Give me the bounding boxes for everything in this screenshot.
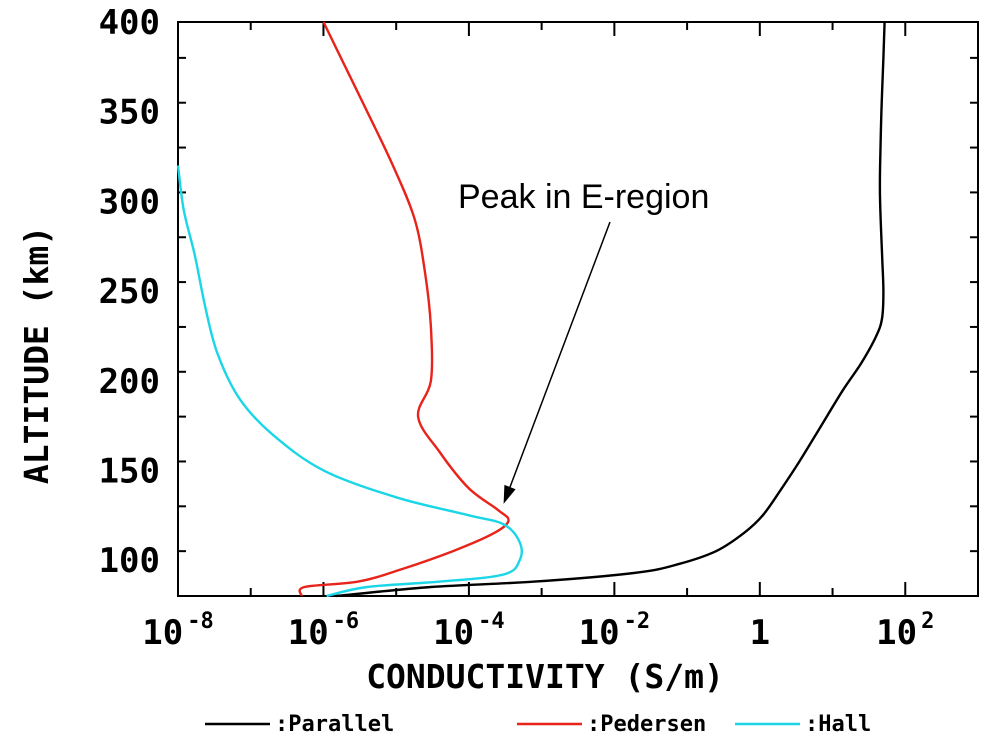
annotation-arrow-head [503, 484, 516, 504]
annotation-arrow-line [509, 221, 611, 488]
x-tick-label: 10 -4 [433, 609, 504, 653]
series-line-parallel [336, 21, 886, 598]
x-tick-label: 10 -2 [579, 609, 650, 653]
legend-label-pedersen: :Pedersen [587, 712, 706, 737]
y-tick-label: 150 [99, 451, 160, 491]
x-axis-ticks: 10 -8 10 -6 10 -4 10 -2 1 10 2 [142, 22, 979, 653]
y-tick-label: 400 [99, 3, 160, 43]
series-layer [176, 21, 886, 598]
x-tick-label: 10 -6 [288, 609, 359, 653]
y-axis-title: ALTITUDE (km) [17, 226, 56, 484]
y-tick-label: 300 [99, 182, 160, 222]
y-tick-label: 350 [99, 93, 160, 133]
plot-frame [177, 21, 979, 597]
y-tick-label: 250 [99, 272, 160, 312]
x-tick-label: 1 [750, 613, 770, 653]
legend-label-hall: :Hall [805, 712, 871, 737]
y-axis-ticks: 100 150 200 250 300 350 400 [99, 3, 978, 597]
x-tick-label: 10 2 [876, 609, 934, 653]
y-tick-label: 200 [99, 362, 160, 402]
y-tick-label: 100 [99, 541, 160, 581]
x-axis-title: CONDUCTIVITY (S/m) [366, 657, 724, 696]
plot-border [177, 21, 979, 597]
legend: :Parallel :Pedersen :Hall [205, 712, 871, 737]
x-tick-label: 10 -8 [142, 609, 213, 653]
annotation-label: Peak in E-region [458, 178, 709, 216]
legend-label-parallel: :Parallel [275, 712, 394, 737]
series-line-hall [176, 165, 523, 598]
series-line-pedersen [298, 21, 510, 597]
